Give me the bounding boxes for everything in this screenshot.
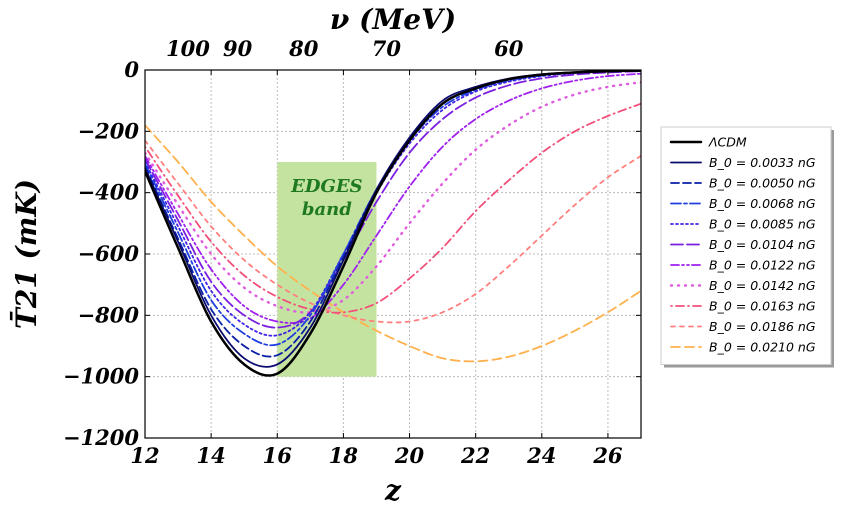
- ticks: 12 14 16 18 20 22 24 26 0 −200 −400 −600 −800 −1000 −1…: [63, 36, 641, 468]
- top-axis-title: ν (MeV): [330, 3, 456, 36]
- series-line: [145, 70, 641, 358]
- legend-label: ΛCDM: [708, 135, 747, 150]
- top-tick-label: 60: [494, 36, 524, 61]
- legend-label: B_0 = 0.0142 nG: [709, 278, 816, 293]
- legend-label: B_0 = 0.0050 nG: [709, 176, 816, 191]
- top-tick-label: 90: [223, 36, 253, 61]
- x-tick-label: 16: [263, 443, 293, 468]
- y-tick-label: −800: [78, 302, 140, 327]
- band-label-edges: EDGES: [290, 176, 362, 197]
- series-lines: [145, 70, 641, 377]
- legend: ΛCDM B_0 = 0.0033 nG B_0 = 0.0050 nG B_0 = …: [660, 126, 834, 368]
- y-tick-label: −400: [78, 180, 140, 205]
- x-axis-title: z: [384, 474, 402, 507]
- x-tick-label: 18: [329, 443, 359, 468]
- legend-label: B_0 = 0.0068 nG: [709, 196, 816, 211]
- edges-band: [277, 162, 377, 377]
- x-tick-label: 12: [130, 443, 159, 468]
- top-tick-label: 80: [288, 36, 319, 61]
- series-line: [145, 70, 641, 377]
- x-tick-label: 22: [460, 443, 490, 468]
- series-line: [145, 72, 641, 324]
- legend-label: B_0 = 0.0104 nG: [709, 237, 816, 252]
- legend-label: B_0 = 0.0085 nG: [709, 217, 816, 232]
- series-line: [145, 70, 641, 329]
- band-label-band: band: [302, 199, 352, 220]
- series-line: [145, 124, 641, 363]
- legend-label: B_0 = 0.0186 nG: [709, 319, 816, 334]
- series-line: [145, 70, 641, 337]
- legend-label: B_0 = 0.0122 nG: [709, 258, 816, 273]
- legend-label: B_0 = 0.0210 nG: [709, 340, 816, 355]
- series-line: [145, 81, 641, 314]
- y-tick-label: 0: [124, 57, 139, 82]
- top-tick-label: 70: [372, 36, 402, 61]
- grid: [144, 69, 641, 439]
- top-tick-label: 100: [166, 36, 210, 61]
- y-axis-title: T̄21 (mK): [9, 179, 43, 329]
- y-tick-label: −200: [78, 118, 140, 143]
- x-tick-label: 14: [197, 443, 226, 468]
- legend-label: B_0 = 0.0033 nG: [709, 155, 816, 170]
- series-line: [145, 102, 641, 314]
- series-line: [145, 70, 641, 347]
- legend-box: [660, 126, 832, 365]
- x-tick-label: 26: [592, 443, 623, 468]
- y-tick-label: −600: [78, 241, 140, 266]
- x-tick-label: 24: [526, 443, 556, 468]
- y-tick-label: −1200: [63, 425, 139, 450]
- x-tick-label: 20: [394, 443, 425, 468]
- legend-label: B_0 = 0.0163 nG: [709, 299, 816, 314]
- y-tick-label: −1000: [63, 364, 139, 389]
